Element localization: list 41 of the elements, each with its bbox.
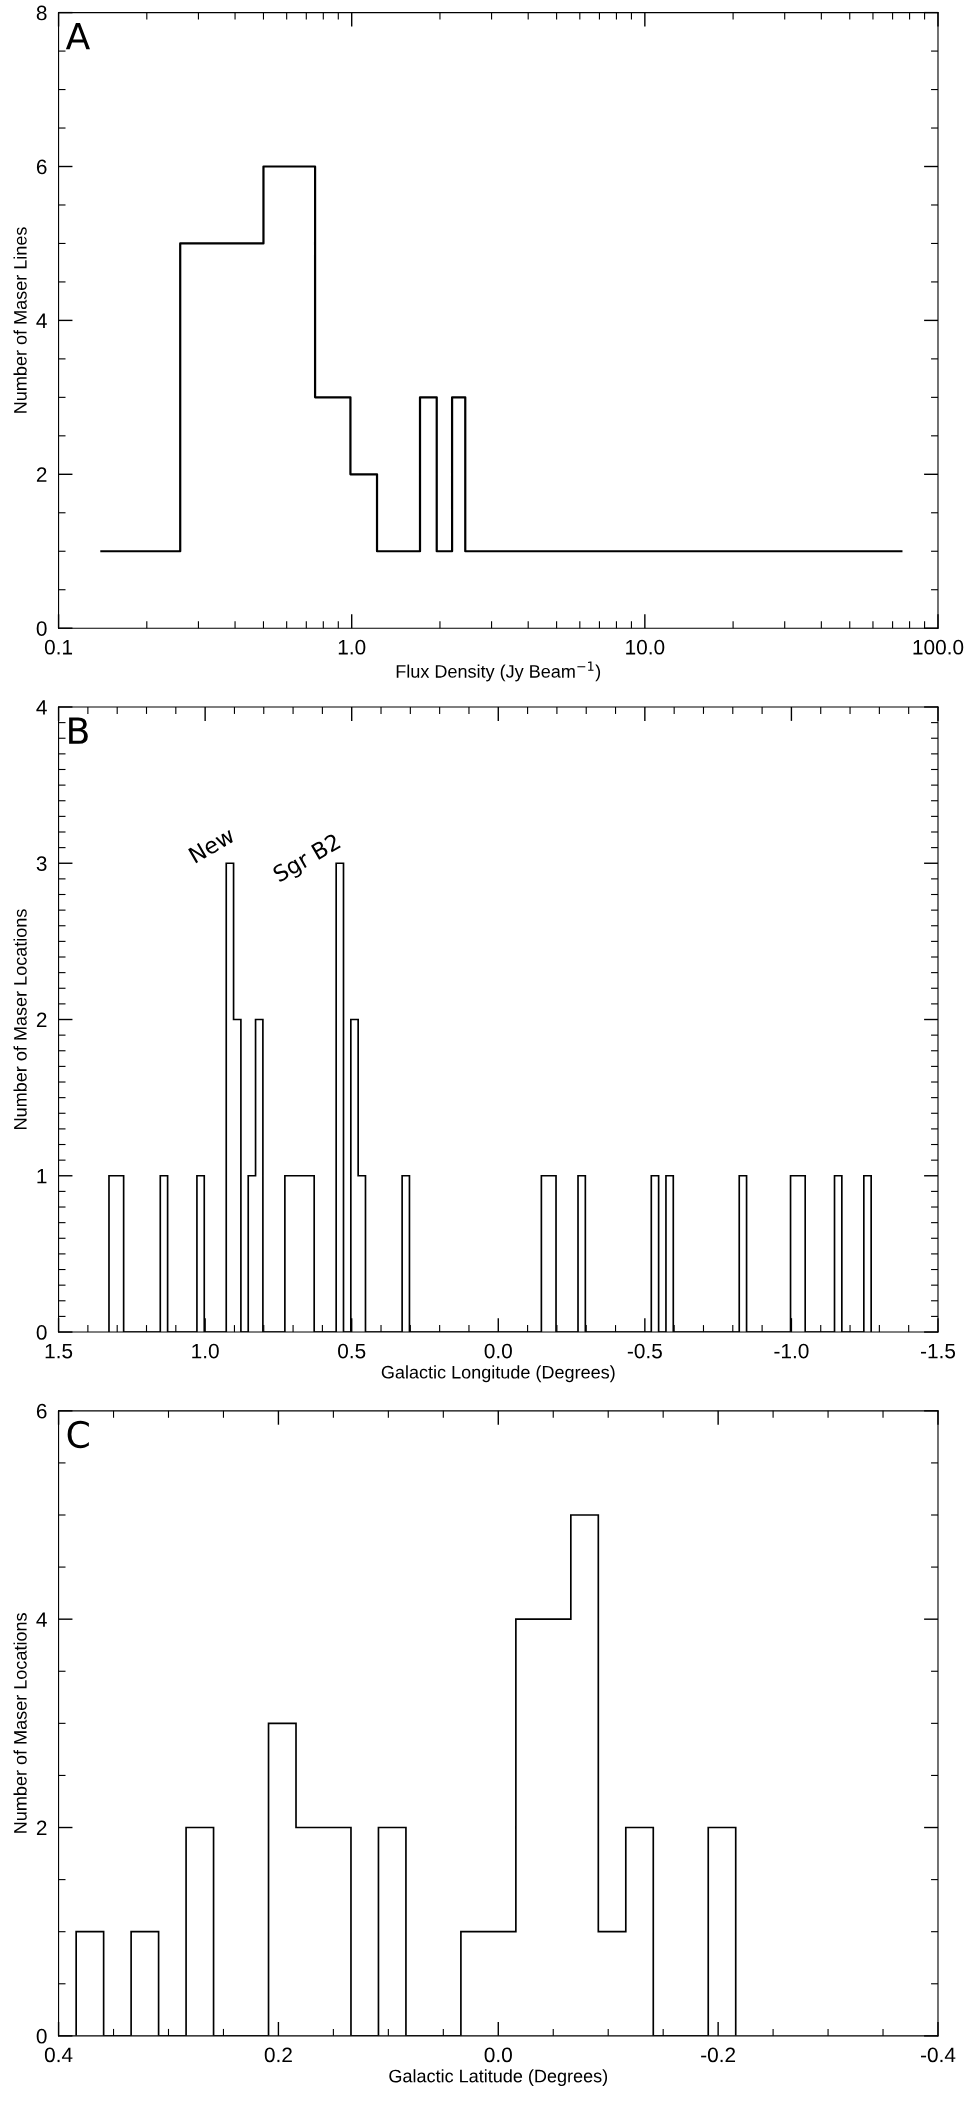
x-tick-label: 0.0 (484, 2047, 512, 2063)
x-tick-label: -1.0 (774, 1343, 809, 1359)
annotation: A (65, 22, 90, 50)
y-tick-label: 6 (36, 159, 47, 175)
x-tick-label: -0.2 (701, 2047, 736, 2063)
x-tick-label: 1.0 (338, 639, 366, 655)
annotation: B (69, 717, 88, 744)
y-tick-label: 3 (36, 856, 47, 871)
x-tick-label: 0.0 (484, 1343, 512, 1359)
x-tick-label: 0.5 (338, 1343, 366, 1359)
y-tick-label: 1 (37, 1168, 47, 1184)
x-tick-label: 100.0 (913, 639, 964, 655)
annotation: C (67, 1420, 89, 1449)
x-tick-label: 0.2 (264, 2047, 292, 2063)
annotation: Sgr B2 (271, 832, 344, 887)
y-tick-label: 4 (36, 313, 47, 328)
y-axis-title: Number of Maser Locations (13, 1613, 27, 1833)
y-tick-label: 2 (36, 1012, 47, 1028)
x-tick-label: 10.0 (626, 639, 665, 655)
x-tick-label: 1.5 (45, 1343, 73, 1359)
x-tick-label: 0.1 (44, 639, 73, 655)
y-axis-title: Number of Maser Locations (13, 909, 27, 1129)
y-tick-label: 0 (36, 1325, 47, 1340)
x-tick-label: 1.0 (192, 1343, 219, 1359)
y-tick-label: 4 (36, 1612, 47, 1627)
y-tick-label: 6 (36, 1403, 47, 1419)
x-tick-label: 0.4 (44, 2047, 73, 2063)
y-tick-label: 8 (36, 5, 47, 21)
y-tick-label: 0 (36, 621, 47, 636)
x-axis-title: Flux Density (Jy Beam$^{−1}$) (396, 661, 601, 682)
y-tick-label: 4 (36, 700, 47, 715)
x-tick-label: -0.5 (627, 1343, 662, 1359)
x-tick-label: -0.4 (920, 2047, 956, 2063)
y-tick-label: 2 (36, 1820, 47, 1836)
x-axis-title: Galactic Longitude (Degrees) (381, 1365, 615, 1383)
annotation: New (188, 826, 236, 864)
x-axis-title: Galactic Latitude (Degrees) (389, 2069, 608, 2087)
x-tick-label: -1.5 (920, 1343, 956, 1359)
y-tick-label: 0 (36, 2028, 47, 2044)
y-axis-title: Number of Maser Lines (13, 227, 27, 413)
y-tick-label: 2 (36, 467, 47, 482)
